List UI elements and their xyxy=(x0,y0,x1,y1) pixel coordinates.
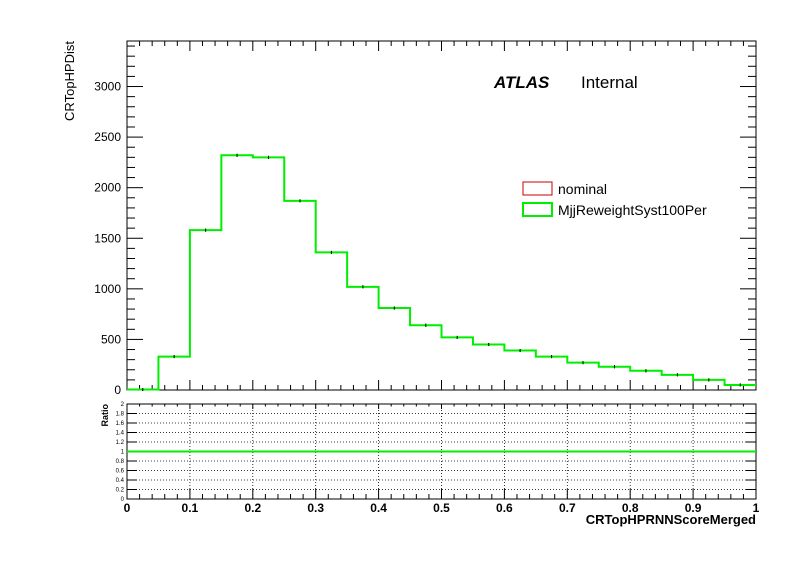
ratio-y-tick-label: 0.2 xyxy=(116,488,125,494)
x-tick-label: 0 xyxy=(124,501,131,515)
main-axis-ticks xyxy=(126,41,757,391)
main-y-tick-label: 1500 xyxy=(94,231,121,245)
ratio-y-tick-label: 2 xyxy=(121,402,125,408)
main-y-tick-label: 2500 xyxy=(94,130,121,144)
ratio-y-tick-label: 0 xyxy=(121,497,125,503)
ratio-y-tick-label: 1.4 xyxy=(116,431,125,437)
legend-nominal-swatch xyxy=(522,181,553,196)
x-tick-label: 0.4 xyxy=(370,501,387,515)
x-tick-label: 0.8 xyxy=(622,501,639,515)
main-y-tick-label: 2000 xyxy=(94,181,121,195)
x-axis-title: CRTopHPRNNScoreMerged xyxy=(586,512,756,527)
main-y-tick-label: 3000 xyxy=(94,80,121,94)
ratio-y-tick-label: 0.4 xyxy=(116,478,125,484)
ratio-y-tick-label: 0.6 xyxy=(116,469,125,475)
main-y-tick-label: 500 xyxy=(101,332,121,346)
main-y-tick-labels: 0 500 1000 1500 2000 2500 3000 xyxy=(94,80,121,397)
atlas-status-label: Internal xyxy=(581,73,638,92)
ratio-y-tick-label: 1.2 xyxy=(116,440,125,446)
x-tick-label: 0.2 xyxy=(244,501,261,515)
main-y-axis-title: CRTopHPDist xyxy=(62,41,77,121)
ratio-y-tick-labels: 0 0.2 0.4 0.6 0.8 1 1.2 1.4 1.6 1.8 2 xyxy=(116,402,125,503)
legend-syst-label: MjjReweightSyst100Per xyxy=(558,202,707,218)
ratio-axis-ticks xyxy=(126,403,757,500)
main-histograms xyxy=(127,153,756,391)
ratio-grid xyxy=(126,403,757,500)
ratio-y-tick-label: 1.8 xyxy=(116,412,125,418)
main-y-tick-label: 0 xyxy=(114,383,121,397)
legend-nominal-label: nominal xyxy=(558,181,607,197)
histogram-mjjreweightsyst100per xyxy=(127,154,756,391)
ratio-y-tick-label: 1.6 xyxy=(116,421,125,427)
x-tick-labels: 0 0.1 0.2 0.3 0.4 0.5 0.6 0.7 0.8 0.9 1 xyxy=(124,501,760,515)
x-tick-label: 0.7 xyxy=(559,501,576,515)
x-tick-label: 0.1 xyxy=(182,501,199,515)
x-tick-label: 0.5 xyxy=(433,501,450,515)
legend-syst-swatch xyxy=(522,202,553,217)
x-tick-label: 0.6 xyxy=(496,501,513,515)
x-tick-label: 0.9 xyxy=(685,501,702,515)
x-tick-label: 1 xyxy=(753,501,760,515)
x-tick-label: 0.3 xyxy=(307,501,324,515)
main-y-tick-label: 1000 xyxy=(94,282,121,296)
atlas-label: ATLAS xyxy=(493,73,550,92)
ratio-y-tick-label: 1 xyxy=(121,450,125,456)
ratio-y-axis-title: Ratio xyxy=(100,403,110,426)
ratio-y-tick-label: 0.8 xyxy=(116,459,125,465)
legend: nominal MjjReweightSyst100Per xyxy=(522,181,707,218)
